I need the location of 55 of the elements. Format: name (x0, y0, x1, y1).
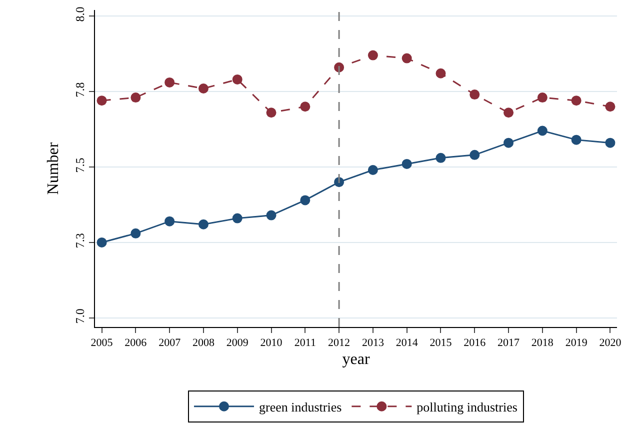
x-tick-label: 2006 (124, 337, 148, 350)
x-tick-label: 2016 (464, 337, 486, 350)
x-tick-label: 2018 (531, 337, 554, 350)
point (130, 92, 141, 103)
point (164, 216, 175, 226)
x-tick-label: 2005 (90, 337, 114, 350)
point (198, 219, 208, 230)
point (402, 158, 412, 169)
point (368, 165, 378, 176)
x-tick-label: 2020 (599, 337, 622, 350)
point (571, 96, 582, 106)
y-tick-label: 7.5 (73, 158, 88, 173)
point (232, 74, 242, 84)
point (537, 126, 548, 136)
point (537, 92, 548, 103)
y-axis-title: Number (45, 142, 62, 195)
y-tick-label: 7.3 (73, 233, 88, 248)
x-tick-label: 2007 (158, 337, 182, 350)
x-axis-title: year (342, 350, 370, 368)
point (436, 68, 446, 78)
point (266, 210, 276, 220)
x-tick-label: 2010 (260, 337, 283, 350)
point (164, 77, 175, 88)
x-tick-label: 2012 (328, 337, 350, 350)
x-tick-label: 2008 (192, 337, 215, 350)
point (436, 152, 446, 163)
x-tick-label: 2015 (430, 337, 452, 350)
legend-label: green industries (259, 399, 342, 414)
point (232, 213, 242, 224)
x-tick-label: 2017 (498, 337, 520, 350)
point (130, 228, 141, 238)
x-tick-label: 2009 (226, 337, 249, 350)
point (470, 150, 480, 160)
point (605, 102, 616, 112)
point (504, 108, 514, 118)
x-tick-label: 2019 (565, 337, 588, 350)
point (605, 138, 616, 148)
y-tick-label: 7.0 (73, 308, 88, 324)
point (96, 96, 107, 106)
point (300, 195, 310, 206)
legend-label: polluting industries (416, 399, 518, 414)
y-tick-label: 7.8 (73, 82, 88, 98)
point (300, 102, 310, 112)
point (504, 138, 514, 148)
point (198, 84, 208, 94)
x-tick-label: 2011 (294, 337, 316, 350)
x-tick-label: 2013 (362, 337, 384, 350)
point (402, 53, 412, 64)
y-tick-label: 8.0 (73, 6, 88, 22)
point (96, 237, 107, 248)
point (470, 90, 480, 100)
point (266, 108, 276, 118)
x-tick-label: 2014 (396, 337, 418, 350)
point (368, 50, 378, 60)
point (571, 134, 582, 145)
